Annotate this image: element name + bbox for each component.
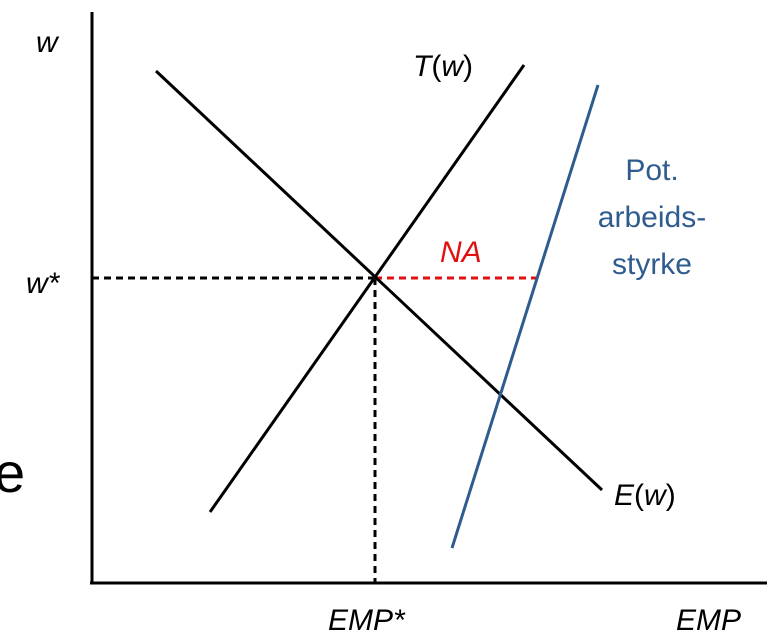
potential-labor-curve (450, 84, 600, 549)
na-label: NA (440, 236, 482, 269)
x-axis-label: EMP (676, 604, 741, 637)
potential-label-line-3: styrke (612, 248, 692, 281)
y-axis-label: w (36, 26, 60, 59)
wage-tick-label: w* (26, 267, 61, 300)
t-curve-label: T(w) (413, 50, 473, 83)
potential-label-line-2: arbeids- (598, 201, 706, 234)
edge-text-fragment: e (0, 441, 25, 504)
potential-labor-label: Pot. arbeids- styrke (598, 154, 706, 281)
e-curve-label: E(w) (614, 479, 676, 512)
e-curve (154, 69, 604, 492)
t-curve (208, 64, 526, 513)
potential-label-line-1: Pot. (625, 154, 678, 187)
emp-tick-label: EMP* (328, 604, 406, 637)
